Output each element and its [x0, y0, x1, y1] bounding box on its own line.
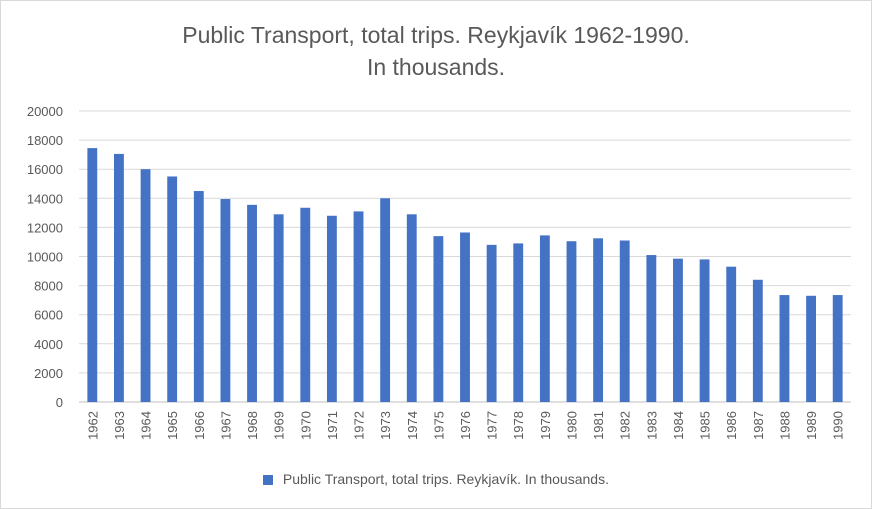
x-tick-label: 1964	[139, 411, 154, 440]
y-tick-label: 6000	[34, 308, 63, 323]
chart-title: Public Transport, total trips. Reykjavík…	[1, 19, 871, 83]
chart-title-line-1: Public Transport, total trips. Reykjavík…	[182, 22, 690, 48]
x-tick-label: 1966	[192, 411, 207, 440]
y-axis-ticks: 2000018000160001400012000100008000600040…	[27, 104, 63, 410]
x-tick-label: 1968	[245, 411, 260, 440]
x-tick-label: 1987	[751, 411, 766, 440]
y-tick-label: 16000	[27, 162, 63, 177]
x-tick-label: 1976	[458, 411, 473, 440]
bar-1967	[220, 199, 231, 402]
x-tick-label: 1983	[644, 411, 659, 440]
x-tick-label: 1969	[272, 411, 287, 440]
x-axis-ticks: 1962 1963 1964 1965 1966 1967 1968 1969 1970 1971…	[85, 411, 845, 440]
x-tick-label: 1970	[298, 411, 313, 440]
bar-1965	[167, 176, 178, 402]
bar-1989	[806, 295, 816, 402]
bar-1980	[566, 241, 577, 402]
x-tick-label: 1974	[405, 411, 420, 440]
bar-1974	[406, 214, 417, 402]
bar-1976	[460, 232, 470, 402]
bar-1966	[193, 191, 204, 402]
bar-1969	[273, 214, 284, 402]
y-tick-label: 0	[56, 395, 63, 410]
y-tick-label: 12000	[27, 220, 63, 235]
x-tick-label: 1978	[511, 411, 526, 440]
y-tick-label: 20000	[27, 104, 63, 119]
bar-1968	[247, 204, 257, 402]
bar-1985	[699, 259, 710, 402]
bar-1978	[513, 243, 524, 402]
x-tick-label: 1984	[671, 411, 686, 440]
bar-1963	[114, 153, 124, 402]
bar-1987	[752, 279, 763, 402]
bar-1990	[832, 295, 843, 402]
x-tick-label: 1972	[352, 411, 367, 440]
x-tick-label: 1986	[724, 411, 739, 440]
bar-1983	[646, 255, 657, 402]
x-tick-label: 1982	[618, 411, 633, 440]
bar-1982	[619, 240, 630, 402]
bar-1964	[140, 169, 151, 402]
bar-1972	[353, 211, 364, 402]
x-tick-label: 1977	[485, 411, 500, 440]
y-tick-label: 18000	[27, 133, 63, 148]
x-tick-label: 1973	[378, 411, 393, 440]
bar-1973	[380, 198, 391, 402]
bar-1975	[433, 236, 444, 402]
x-tick-label: 1981	[591, 411, 606, 440]
x-tick-label: 1971	[325, 411, 340, 440]
legend-swatch	[263, 475, 274, 485]
x-tick-label: 1980	[564, 411, 579, 440]
y-tick-label: 4000	[34, 337, 63, 352]
bar-1988	[779, 295, 790, 402]
bar-1970	[300, 207, 311, 402]
bars	[87, 148, 843, 402]
bar-1986	[726, 266, 737, 402]
x-tick-label: 1967	[218, 411, 233, 440]
y-tick-label: 8000	[34, 279, 63, 294]
x-tick-label: 1988	[777, 411, 792, 440]
legend-label: Public Transport, total trips. Reykjavík…	[282, 471, 609, 487]
x-tick-label: 1963	[112, 411, 127, 440]
chart-title-line-2: In thousands.	[366, 54, 506, 80]
y-tick-label: 10000	[27, 250, 63, 265]
bar-1962	[87, 148, 98, 402]
x-tick-label: 1989	[804, 411, 819, 440]
y-tick-label: 14000	[27, 191, 63, 206]
y-tick-label: 2000	[34, 366, 63, 381]
x-tick-label: 1975	[431, 411, 446, 440]
bar-1984	[673, 258, 683, 402]
legend: Public Transport, total trips. Reykjavík…	[1, 471, 871, 487]
bar-1971	[326, 215, 337, 402]
bar-1977	[486, 244, 497, 402]
x-tick-label: 1979	[538, 411, 553, 440]
x-tick-label: 1962	[85, 411, 100, 440]
bar-1979	[539, 235, 550, 402]
x-tick-label: 1965	[165, 411, 180, 440]
x-tick-label: 1990	[831, 411, 846, 440]
x-tick-label: 1985	[698, 411, 713, 440]
bar-1981	[593, 238, 604, 402]
